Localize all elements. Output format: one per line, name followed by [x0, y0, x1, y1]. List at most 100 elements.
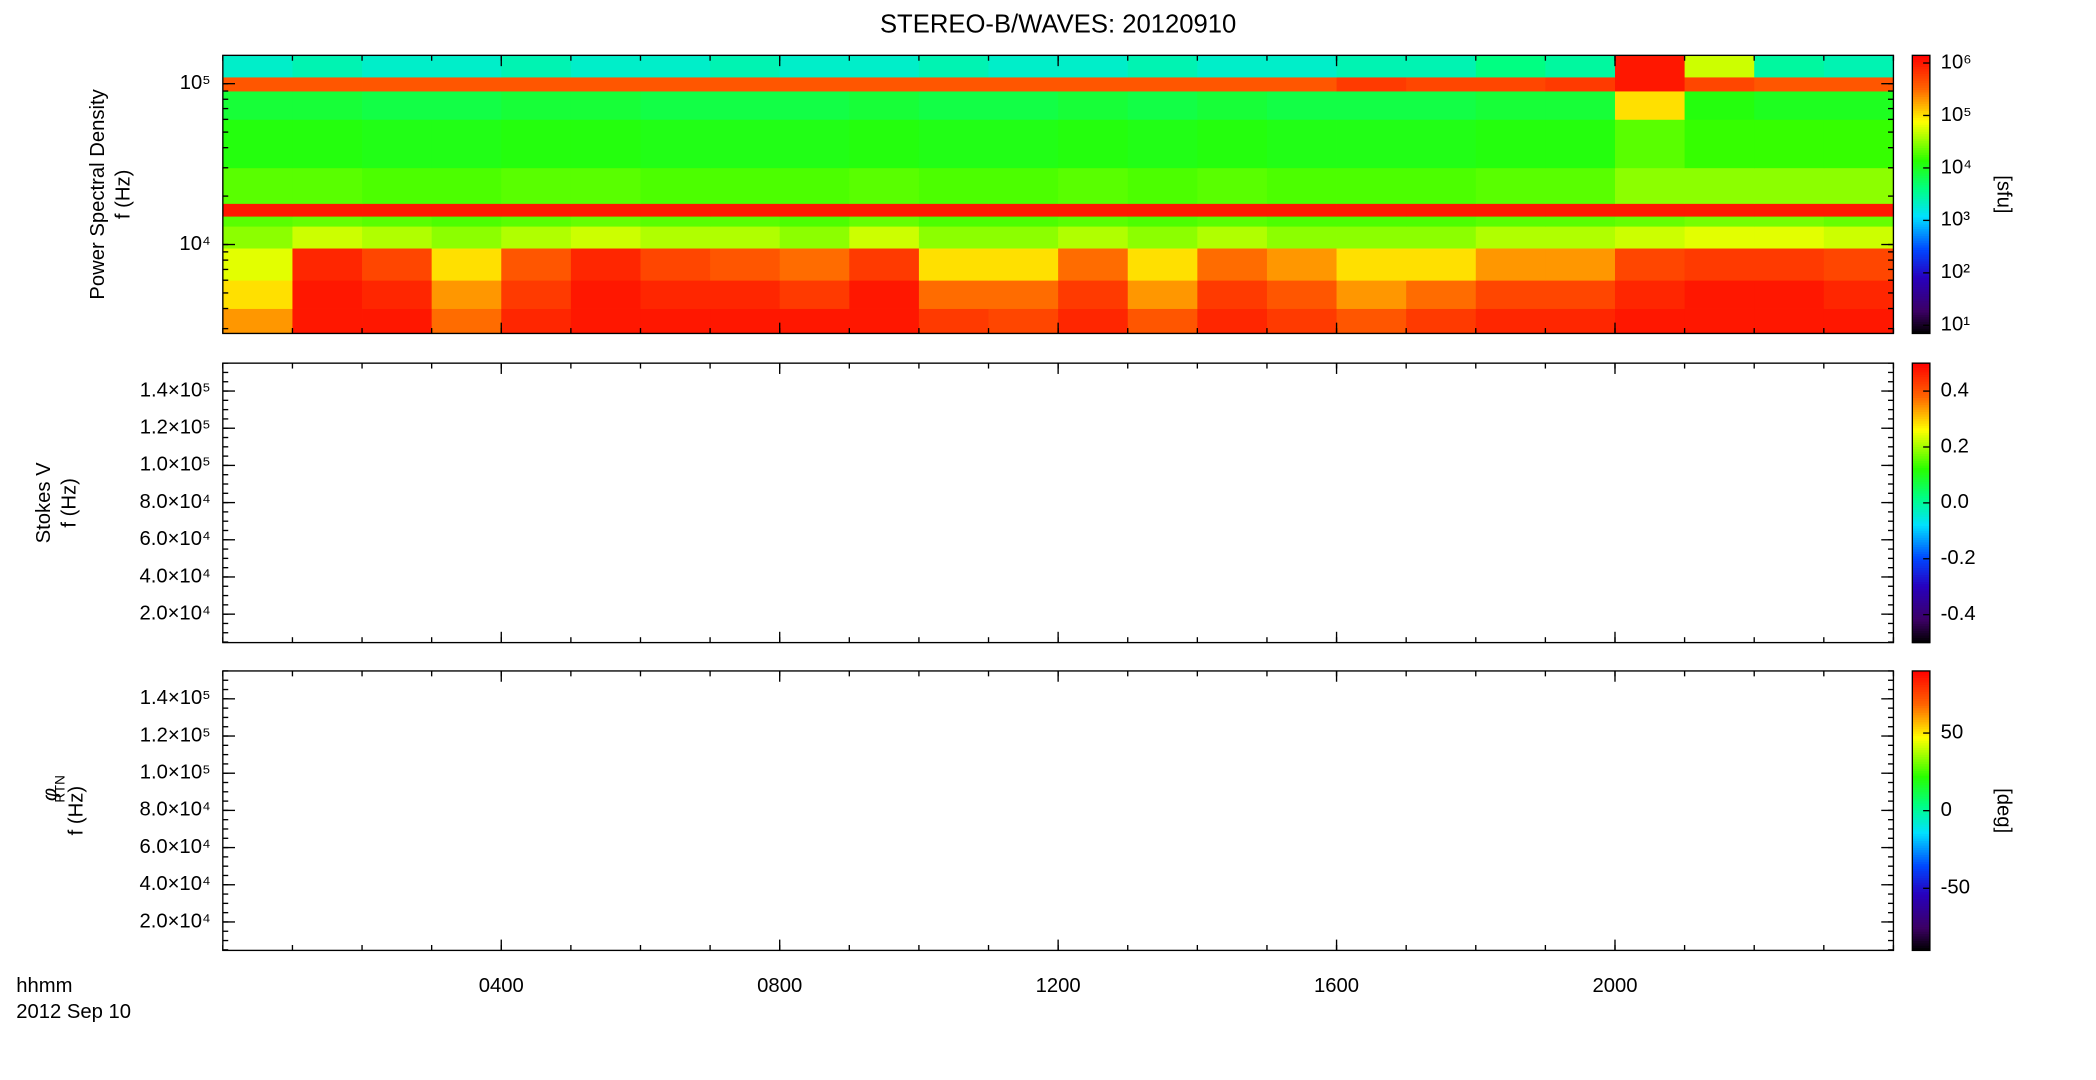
colorbar-step [1912, 908, 1930, 912]
spectrogram-cell [1475, 308, 1546, 334]
y-tick-label: 1.2×10⁵ [140, 417, 211, 439]
colorbar-step [1912, 621, 1930, 625]
spectrogram-cell [1406, 280, 1477, 309]
spectrogram-cell [292, 77, 363, 92]
spectrogram-cell [292, 226, 363, 249]
spectrogram-cell [1684, 167, 1755, 204]
spectrogram-cell [1475, 280, 1546, 309]
colorbar-step [1912, 568, 1930, 571]
colorbar-step [1912, 282, 1930, 286]
spectrogram-cell [431, 55, 502, 78]
spectrogram-cell [988, 55, 1059, 78]
spectrogram-cell [570, 91, 641, 120]
colorbar-step [1912, 605, 1930, 609]
colorbar-step [1912, 205, 1930, 209]
spectrogram-cell [640, 167, 711, 204]
spectrogram-cell [1127, 119, 1198, 169]
spectrogram-cell [1127, 280, 1198, 309]
colorbar-step [1912, 498, 1930, 502]
spectrogram-cell [988, 203, 1059, 217]
spectrogram-cell [1406, 91, 1477, 120]
colorbar-step [1912, 917, 1930, 921]
spectrogram-cell [1058, 91, 1129, 120]
colorbar-step [1912, 808, 1930, 812]
colorbar-step [1912, 703, 1930, 707]
colorbar-step [1912, 245, 1930, 249]
spectrogram-cell [1336, 308, 1407, 334]
colorbar-step [1912, 488, 1930, 492]
colorbar-step [1912, 792, 1930, 795]
colorbar-step [1912, 691, 1930, 695]
spectrogram-cell [1197, 226, 1268, 249]
spectrogram-cell [1127, 167, 1198, 204]
colorbar-step [1912, 106, 1930, 110]
colorbar-step [1912, 484, 1930, 488]
colorbar-step [1912, 785, 1930, 788]
spectrogram-cell [1475, 203, 1546, 217]
colorbar-step [1912, 701, 1930, 705]
colorbar-step [1912, 565, 1930, 569]
spectrogram-cell [1545, 280, 1616, 309]
colorbar-step [1912, 127, 1930, 131]
x-label: 2012 Sep 10 [16, 1001, 131, 1023]
spectrogram-cell [222, 167, 293, 204]
spectrogram-cell [918, 248, 989, 281]
spectrogram-cell [779, 308, 850, 334]
colorbar-step [1912, 771, 1930, 774]
colorbar-step [1912, 268, 1930, 272]
spectrogram-cell [849, 248, 920, 281]
colorbar-step [1912, 284, 1930, 288]
colorbar-step [1912, 108, 1930, 112]
colorbar-step [1912, 117, 1930, 121]
spectrogram-cell [1754, 119, 1825, 169]
spectrogram-cell [1823, 119, 1894, 169]
colorbar-step [1912, 173, 1930, 177]
spectrogram-cell [1336, 119, 1407, 169]
spectrogram-cell [222, 308, 293, 334]
spectrogram-cell [1754, 167, 1825, 204]
spectrogram-cell [292, 308, 363, 334]
colorbar-step [1912, 92, 1930, 96]
colorbar-step [1912, 83, 1930, 87]
y-tick-label: 4.0×10⁴ [139, 873, 210, 895]
spectrogram-cell [1127, 226, 1198, 249]
spectrogram-cell [1197, 167, 1268, 204]
spectrogram-cell [1684, 308, 1755, 334]
spectrogram-cell [1266, 55, 1337, 78]
spectrogram-cell [1406, 308, 1477, 334]
spectrogram-cell [501, 280, 572, 309]
spectrogram-cell [1266, 226, 1337, 249]
spectrogram-cell [640, 248, 711, 281]
spectrogram-cell [222, 226, 293, 249]
spectrogram-cell [1754, 55, 1825, 78]
spectrogram-cell [988, 77, 1059, 92]
colorbar-step [1912, 247, 1930, 251]
spectrogram-cell [710, 167, 781, 204]
colorbar-step [1912, 463, 1930, 467]
colorbar-tick-label: -0.4 [1941, 603, 1976, 625]
colorbar-step [1912, 894, 1930, 898]
colorbar-step [1912, 619, 1930, 623]
spectrogram-cell [849, 280, 920, 309]
spectrogram-cell [1266, 167, 1337, 204]
spectrogram-cell [918, 308, 989, 334]
spectrogram-cell [1475, 77, 1546, 92]
colorbar-step [1912, 637, 1930, 641]
colorbar-step [1912, 803, 1930, 807]
spectrogram-cell [501, 216, 572, 227]
spectrogram-cell [1266, 280, 1337, 309]
colorbar-step [1912, 159, 1930, 163]
spectrogram-cell [988, 119, 1059, 169]
spectrogram-cell [1127, 308, 1198, 334]
spectrogram-cell [362, 167, 433, 204]
colorbar-step [1912, 743, 1930, 747]
y-label-symbol: φ [40, 788, 62, 801]
colorbar-label: [sfu] [1992, 175, 2014, 213]
colorbar-step [1912, 733, 1930, 737]
colorbar-step [1912, 69, 1930, 73]
colorbar-step [1912, 754, 1930, 758]
colorbar-step [1912, 187, 1930, 191]
spectrogram-cell [1823, 77, 1894, 92]
spectrogram-cell [710, 91, 781, 120]
